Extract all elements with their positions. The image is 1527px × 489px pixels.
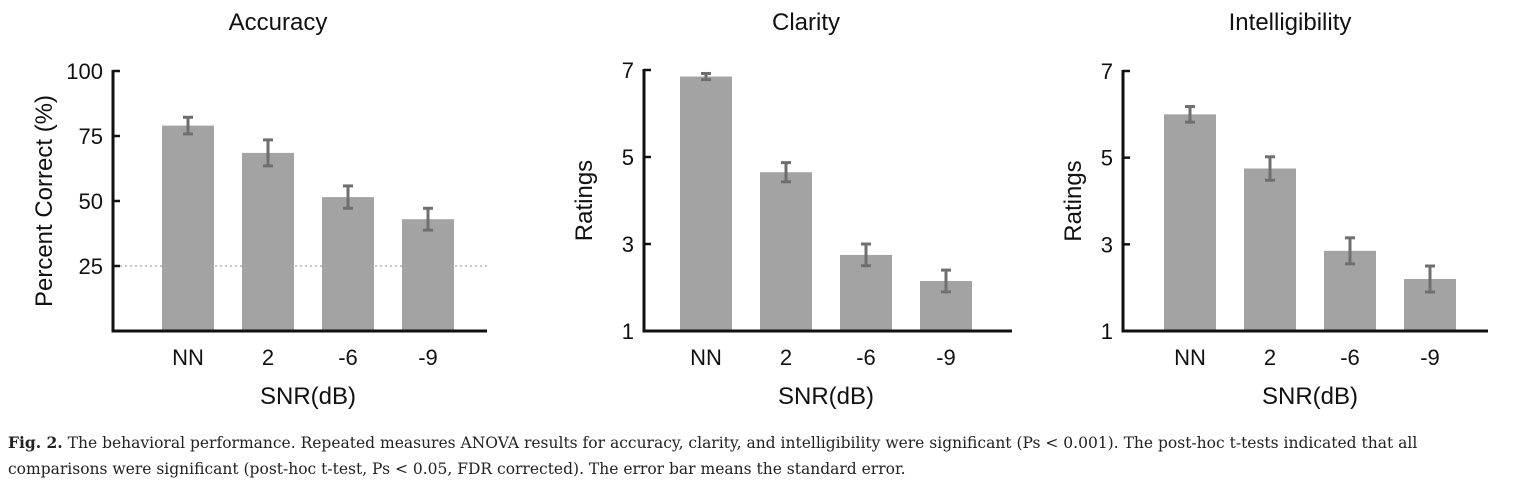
bar <box>840 254 892 331</box>
caption-lead: Fig. 2. <box>8 433 63 452</box>
y-tick-label: 3 <box>622 232 634 257</box>
y-tick-label: 1 <box>622 319 634 344</box>
y-tick-label: 25 <box>79 254 103 279</box>
y-tick-label: 7 <box>622 58 634 83</box>
y-tick-label: 100 <box>66 59 103 84</box>
x-tick-label: -9 <box>1420 345 1440 370</box>
chart-panel-1: Accuracy NN 2 -6 -9 100 75 50 25 Percent Correct … <box>31 9 487 410</box>
chart-title: Clarity <box>772 9 840 36</box>
y-tick-label: 50 <box>79 189 103 214</box>
bar <box>1244 168 1296 331</box>
x-tick-label: -6 <box>338 345 358 370</box>
x-tick-label: NN <box>690 345 722 370</box>
chart-title: Intelligibility <box>1229 9 1352 36</box>
bar <box>322 197 374 331</box>
y-tick-label: 1 <box>1101 319 1113 344</box>
x-tick-label: 2 <box>262 345 274 370</box>
x-axis-label: SNR(dB) <box>260 383 356 410</box>
x-axis-label: SNR(dB) <box>778 383 874 410</box>
x-tick-label: -9 <box>936 345 956 370</box>
bar <box>760 172 812 331</box>
bar <box>680 76 732 332</box>
x-tick-label: -6 <box>856 345 876 370</box>
bar <box>402 219 454 331</box>
caption-text: The behavioral performance. Repeated mea… <box>8 434 1418 478</box>
x-tick-label: NN <box>172 345 204 370</box>
y-tick-label: 5 <box>622 145 634 170</box>
bar <box>162 125 214 331</box>
x-tick-label: 2 <box>1264 345 1276 370</box>
bar <box>242 152 294 331</box>
y-tick-label: 7 <box>1101 59 1113 84</box>
y-tick-label: 75 <box>79 124 103 149</box>
y-axis-label: Percent Correct (%) <box>31 95 58 307</box>
chart-panel-2: Clarity NN 2 -6 -9 7 5 3 1 Ratings SNR(dB) <box>571 9 1012 410</box>
y-tick-label: 3 <box>1101 232 1113 257</box>
chart-title: Accuracy <box>229 9 328 36</box>
chart-panel-3: Intelligibility NN 2 -6 -9 7 5 3 1 Ratings SNR(dB) <box>1060 9 1488 410</box>
x-tick-label: -9 <box>418 345 438 370</box>
bar <box>1164 114 1216 331</box>
figure-caption: Fig. 2. The behavioral performance. Repe… <box>8 430 1520 482</box>
y-axis-label: Ratings <box>1060 160 1087 241</box>
x-axis-label: SNR(dB) <box>1262 383 1358 410</box>
y-tick-label: 5 <box>1101 146 1113 171</box>
x-tick-label: -6 <box>1340 345 1360 370</box>
x-tick-label: NN <box>1174 345 1206 370</box>
y-axis-label: Ratings <box>571 160 598 241</box>
x-tick-label: 2 <box>780 345 792 370</box>
